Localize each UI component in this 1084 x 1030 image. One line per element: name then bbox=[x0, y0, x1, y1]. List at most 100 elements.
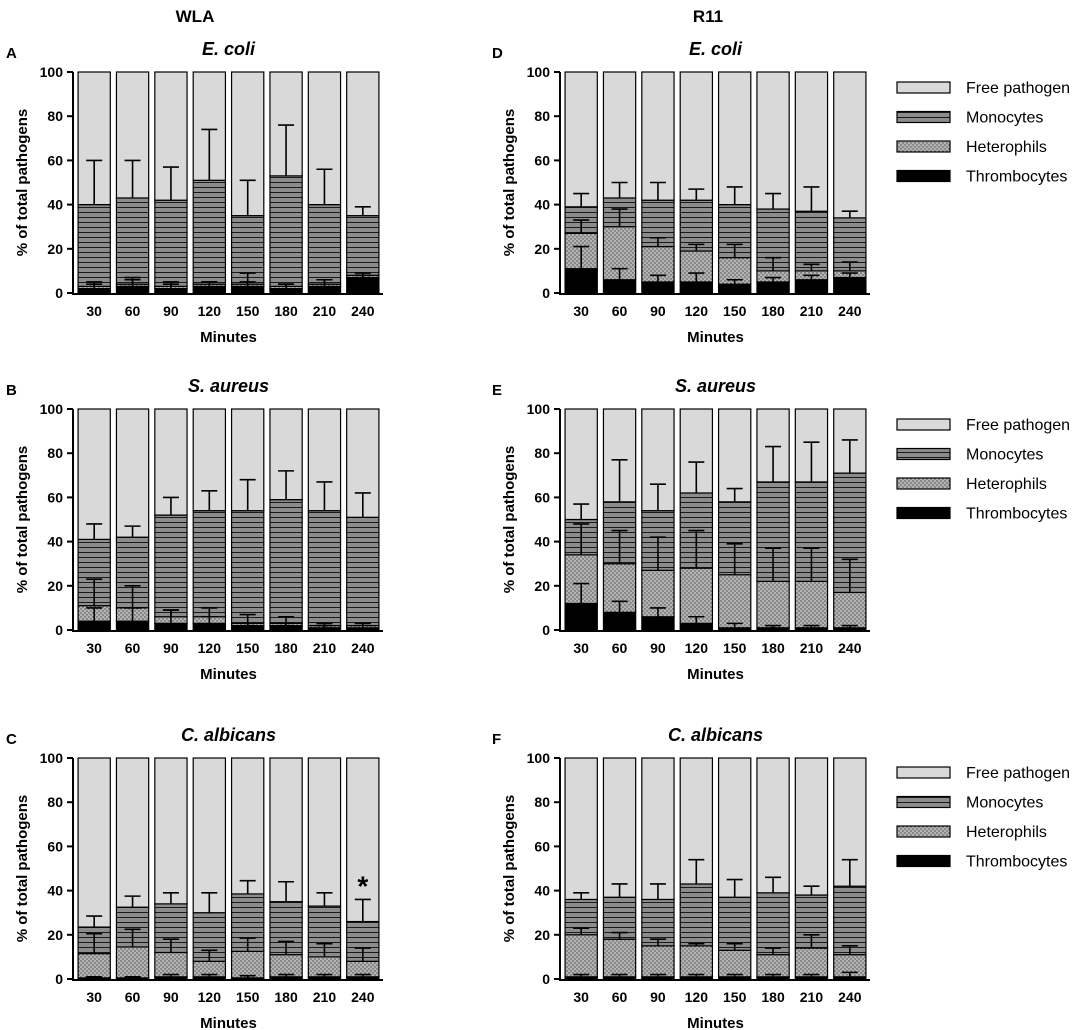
bar-segment-free-pathogen bbox=[346, 71, 380, 217]
bar-segment-heterophils bbox=[794, 947, 829, 978]
legend-label-het: Heterophils bbox=[966, 476, 1047, 493]
y-tick-label: 20 bbox=[534, 578, 550, 594]
legend-label-thr: Thrombocytes bbox=[966, 169, 1067, 186]
legend-label-mono: Monocytes bbox=[966, 447, 1043, 464]
bar-segment-free-pathogen bbox=[564, 71, 598, 208]
legend-label-free: Free pathogen bbox=[966, 417, 1070, 434]
bar-segment-monocytes bbox=[833, 885, 867, 956]
x-tick-label: 90 bbox=[163, 303, 179, 319]
bar-segment-thrombocytes bbox=[641, 616, 675, 631]
panel-b: B S. aureus 0 20 40 60 80 100 % of total pathoge… bbox=[6, 376, 383, 683]
x-tick-label: 60 bbox=[612, 303, 628, 319]
bar-segment-thrombocytes bbox=[833, 276, 867, 294]
bar-segment-thrombocytes bbox=[679, 622, 714, 631]
bar-segment-monocytes bbox=[192, 179, 227, 285]
y-tick-label: 100 bbox=[40, 64, 64, 80]
bar-segment-heterophils bbox=[833, 591, 867, 629]
bar-segment-free-pathogen bbox=[794, 757, 829, 896]
y-tick-label: 0 bbox=[55, 285, 63, 301]
panel-title: S. aureus bbox=[188, 376, 269, 396]
bar-segment-free-pathogen bbox=[641, 757, 675, 901]
bar-segment-heterophils bbox=[564, 554, 598, 605]
legend-swatch-thr bbox=[896, 169, 951, 183]
bar-segment-free-pathogen bbox=[641, 71, 675, 201]
x-tick-label: 60 bbox=[612, 640, 628, 656]
bar-segment-free-pathogen bbox=[77, 757, 111, 928]
bar-segment-free-pathogen bbox=[307, 757, 342, 907]
panel-letter: E bbox=[492, 382, 502, 399]
panel-title: E. coli bbox=[689, 39, 743, 59]
panel-letter: B bbox=[6, 382, 17, 399]
y-tick-label: 20 bbox=[47, 241, 63, 257]
y-tick-label: 60 bbox=[47, 152, 63, 168]
bar-segment-monocytes bbox=[77, 204, 111, 287]
x-tick-label: 60 bbox=[125, 640, 141, 656]
bar-segment-monocytes bbox=[115, 197, 150, 285]
x-tick-label: 150 bbox=[723, 303, 747, 319]
panel-letter: C bbox=[6, 731, 17, 748]
legend: Free pathogen Monocytes Heterophils Thrombo… bbox=[896, 765, 1070, 871]
x-tick-label: 150 bbox=[236, 989, 260, 1005]
y-tick-label: 80 bbox=[47, 794, 63, 810]
bar-segment-free-pathogen bbox=[794, 71, 829, 212]
bar-segment-heterophils bbox=[230, 950, 265, 979]
y-tick-label: 80 bbox=[534, 445, 550, 461]
y-tick-label: 60 bbox=[47, 838, 63, 854]
x-tick-label: 180 bbox=[274, 303, 298, 319]
legend-swatch-mono bbox=[896, 110, 951, 124]
x-tick-label: 240 bbox=[838, 640, 862, 656]
bar-segment-free-pathogen bbox=[269, 757, 303, 903]
legend-swatch-het bbox=[896, 140, 951, 153]
panel-d: D E. coli 0 20 40 60 80 100 % of total pathogens… bbox=[492, 39, 870, 346]
bar-segment-heterophils bbox=[679, 567, 714, 624]
bar-segment-heterophils bbox=[269, 954, 303, 978]
bar-segment-free-pathogen bbox=[679, 71, 714, 201]
x-tick-label: 240 bbox=[351, 640, 375, 656]
bar-segment-free-pathogen bbox=[717, 408, 752, 503]
legend-label-free: Free pathogen bbox=[966, 765, 1070, 782]
y-tick-label: 20 bbox=[47, 578, 63, 594]
bar-segment-free-pathogen bbox=[602, 757, 637, 898]
bar-segment-heterophils bbox=[756, 954, 790, 978]
x-tick-label: 120 bbox=[198, 303, 222, 319]
bar-segment-thrombocytes bbox=[77, 287, 111, 294]
bar-segment-thrombocytes bbox=[602, 611, 637, 631]
bar-segment-free-pathogen bbox=[77, 408, 111, 540]
panel-title: C. albicans bbox=[181, 725, 276, 745]
x-tick-label: 210 bbox=[313, 303, 337, 319]
bar-segment-free-pathogen bbox=[115, 408, 150, 538]
x-tick-label: 150 bbox=[236, 303, 260, 319]
legend-label-mono: Monocytes bbox=[966, 795, 1043, 812]
x-tick-label: 120 bbox=[198, 640, 222, 656]
x-tick-label: 30 bbox=[86, 989, 102, 1005]
y-tick-label: 60 bbox=[534, 152, 550, 168]
x-tick-label: 120 bbox=[198, 989, 222, 1005]
bar-segment-thrombocytes bbox=[564, 268, 598, 294]
y-axis-label: % of total pathogens bbox=[501, 109, 518, 257]
x-axis-label: Minutes bbox=[200, 666, 257, 683]
x-tick-label: 30 bbox=[573, 640, 589, 656]
legend-swatch-free bbox=[896, 766, 951, 779]
bar-segment-thrombocytes bbox=[230, 285, 265, 294]
y-tick-label: 0 bbox=[55, 622, 63, 638]
y-tick-label: 40 bbox=[534, 534, 550, 550]
legend-swatch-mono bbox=[896, 447, 951, 461]
x-axis-label: Minutes bbox=[200, 1015, 257, 1030]
x-axis-label: Minutes bbox=[687, 1015, 744, 1030]
y-tick-label: 100 bbox=[40, 401, 64, 417]
x-tick-label: 180 bbox=[274, 640, 298, 656]
legend-label-thr: Thrombocytes bbox=[966, 854, 1067, 871]
bar-segment-monocytes bbox=[679, 199, 714, 252]
bar-segment-thrombocytes bbox=[192, 285, 227, 294]
bar-segment-free-pathogen bbox=[192, 757, 227, 914]
y-tick-label: 100 bbox=[527, 750, 551, 766]
y-tick-label: 40 bbox=[534, 883, 550, 899]
x-tick-label: 240 bbox=[351, 989, 375, 1005]
bar-segment-thrombocytes bbox=[679, 281, 714, 294]
y-tick-label: 0 bbox=[542, 971, 550, 987]
panel-letter: D bbox=[492, 45, 503, 62]
x-tick-label: 240 bbox=[351, 303, 375, 319]
y-tick-label: 0 bbox=[542, 622, 550, 638]
y-tick-label: 60 bbox=[534, 838, 550, 854]
bar-segment-monocytes bbox=[346, 516, 380, 627]
